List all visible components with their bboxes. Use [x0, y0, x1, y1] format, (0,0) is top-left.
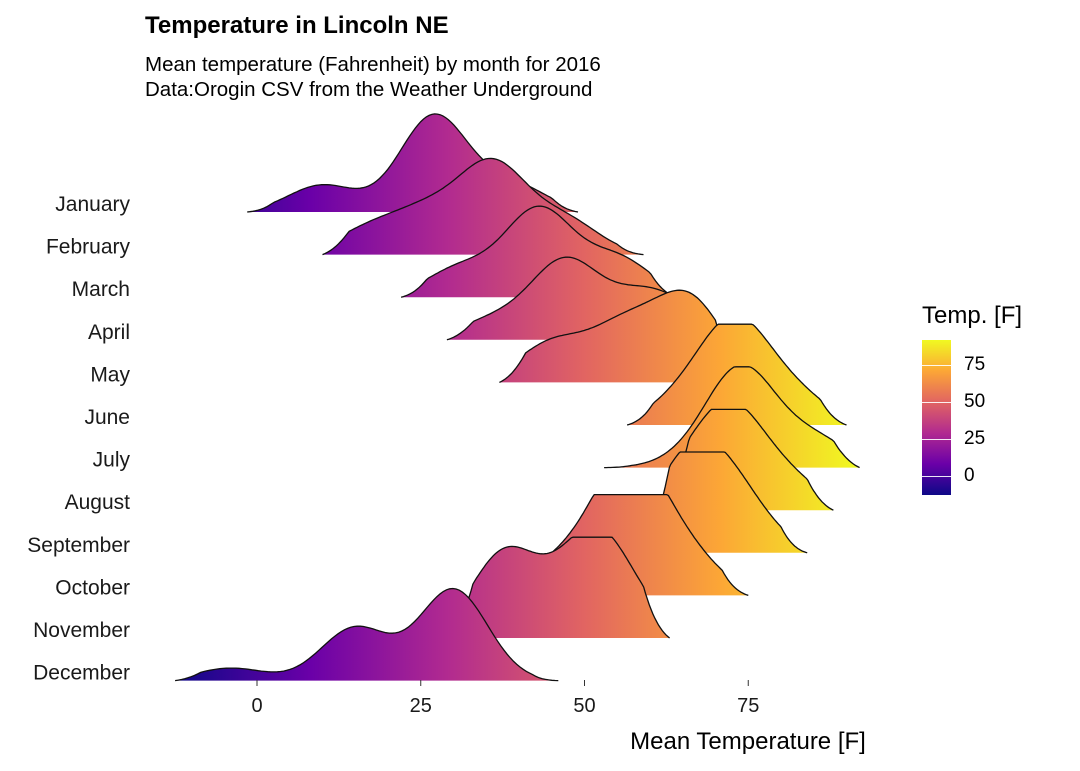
legend-tick-mark-50: [922, 402, 951, 404]
legend-tick-label-25: 25: [964, 428, 986, 450]
x-tick-label-50: 50: [573, 695, 595, 717]
ridges-group: [174, 113, 860, 682]
ridge-outline-june: [626, 323, 847, 426]
ridge-outline-october: [525, 493, 749, 597]
month-label-april: April: [88, 321, 130, 344]
ridge-outline-march: [400, 205, 677, 298]
month-label-may: May: [90, 363, 130, 386]
x-tick-label-25: 25: [410, 695, 432, 717]
ridge-march: [401, 206, 677, 298]
chart-title: Temperature in Lincoln NE: [145, 12, 449, 39]
month-label-january: January: [55, 193, 130, 216]
ridge-december: [175, 588, 559, 681]
month-label-june: June: [84, 406, 130, 429]
month-label-february: February: [46, 236, 131, 259]
legend-tick-label-75: 75: [964, 354, 986, 376]
x-tick-label-0: 0: [251, 695, 262, 717]
month-label-november: November: [33, 619, 130, 642]
ridge-outline-november: [446, 536, 671, 639]
legend-tick-mark-0: [922, 476, 951, 478]
x-axis: 0 25 50 75: [251, 680, 759, 717]
legend-tick-mark-25: [922, 439, 951, 441]
ridge-outline-december: [174, 587, 559, 682]
month-label-march: March: [72, 278, 130, 301]
ridge-outline-september: [642, 451, 808, 554]
ridge-outline-august: [662, 408, 834, 511]
month-label-october: October: [55, 576, 130, 599]
ridge-may: [499, 290, 742, 383]
ridge-november: [446, 537, 670, 638]
ridge-outline-february: [322, 157, 644, 256]
legend-tick-label-0: 0: [964, 465, 975, 487]
subtitle-line-2: Data:Orogin CSV from the Weather Undergr…: [145, 78, 593, 101]
month-label-december: December: [33, 662, 130, 685]
x-axis-title: Mean Temperature [F]: [630, 728, 866, 755]
ridge-outline-july: [604, 366, 860, 469]
chart-subtitle: Mean temperature (Fahrenheit) by month f…: [145, 52, 601, 102]
legend-tick-mark-75: [922, 365, 951, 367]
month-label-september: September: [27, 534, 130, 557]
ridge-outline-may: [499, 289, 743, 383]
legend-tick-label-50: 50: [964, 391, 986, 413]
subtitle-line-1: Mean temperature (Fahrenheit) by month f…: [145, 53, 601, 76]
x-tick-label-75: 75: [737, 695, 759, 717]
month-label-august: August: [65, 491, 131, 514]
month-labels: January February March April May June July Augu…: [27, 193, 130, 685]
legend-title: Temp. [F]: [922, 302, 1023, 329]
legend-color-bar: [922, 340, 951, 495]
month-label-july: July: [93, 449, 131, 472]
